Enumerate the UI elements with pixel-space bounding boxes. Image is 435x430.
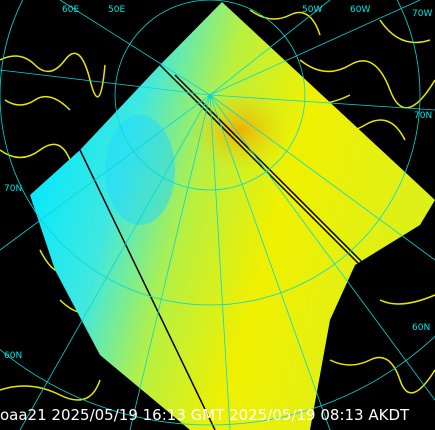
graticule-label: 50W — [302, 5, 322, 15]
graticule-label: 50E — [108, 5, 125, 15]
graticule-label: 60E — [62, 5, 79, 15]
graticule-label: 60N — [4, 351, 22, 361]
satellite-swath — [30, 2, 435, 430]
graticule-label: 60N — [412, 323, 430, 333]
graticule-label: 70N — [414, 111, 432, 121]
graticule-label: 70W — [412, 9, 432, 19]
graticule-label: 60W — [350, 5, 370, 15]
graticule-label: 70N — [4, 184, 22, 194]
caption: oaa21 2025/05/19 16:13 GMT 2025/05/19 08… — [0, 406, 410, 424]
